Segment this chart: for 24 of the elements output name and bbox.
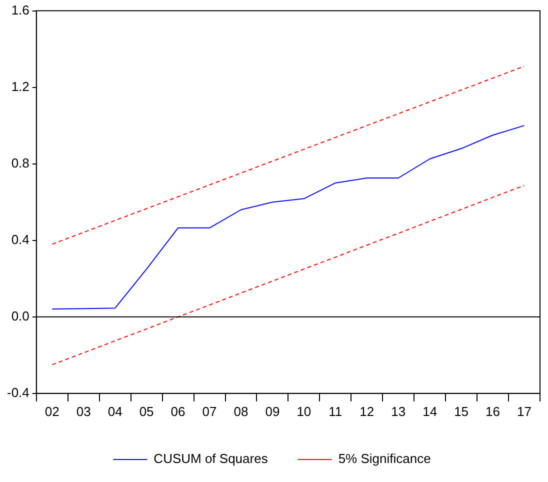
y-tick-label: 0.4 — [11, 232, 30, 247]
x-tick-label: 08 — [234, 404, 248, 419]
x-tick-label: 02 — [44, 404, 60, 419]
y-tick-label: 0.0 — [11, 308, 30, 324]
legend-label: 5% Significance — [338, 451, 431, 466]
x-tick-label: 09 — [265, 404, 280, 419]
x-tick-label: 17 — [517, 404, 532, 419]
y-tick-label: 0.8 — [11, 155, 30, 170]
y-tick-label: 1.2 — [11, 78, 30, 94]
x-tick-label: 14 — [422, 404, 438, 419]
x-tick-label: 10 — [296, 404, 312, 419]
x-tick-label: 04 — [108, 404, 122, 419]
x-tick-label: 15 — [454, 404, 469, 419]
y-tick-label: 1.6 — [11, 2, 30, 18]
x-tick-label: 13 — [391, 404, 406, 419]
x-tick-label: 03 — [76, 404, 91, 419]
x-tick-label: 07 — [202, 404, 217, 419]
x-tick-label: 16 — [486, 404, 500, 419]
x-tick-label: 12 — [360, 404, 374, 419]
x-tick-label: 11 — [328, 404, 342, 419]
legend-label: CUSUM of Squares — [154, 451, 268, 466]
x-tick-label: 06 — [170, 404, 186, 419]
y-tick-label: -0.4 — [6, 384, 30, 400]
x-tick-label: 05 — [139, 404, 154, 419]
